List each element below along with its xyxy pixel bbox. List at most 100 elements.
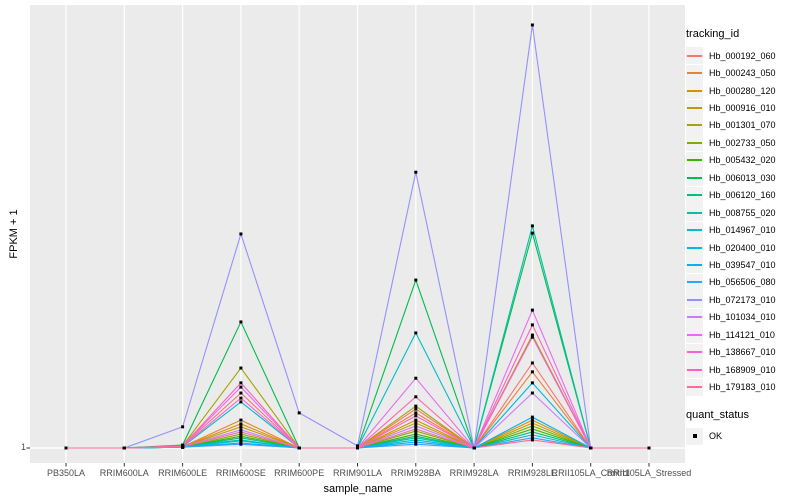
legend-item-Hb_006013_030: Hb_006013_030 (686, 169, 798, 187)
legend-item-Hb_179183_010: Hb_179183_010 (686, 378, 798, 396)
legend-color-segment (687, 351, 702, 354)
data-point (414, 427, 418, 431)
legend-label: Hb_020400_010 (709, 242, 776, 253)
data-point (239, 320, 243, 324)
legend-color-segment (687, 281, 702, 284)
legend-key-line-icon (686, 47, 703, 65)
legend-key-line-icon (686, 134, 703, 152)
data-point (239, 430, 243, 434)
data-point (414, 395, 418, 399)
legend-key-line-icon (686, 343, 703, 361)
legend-item-Hb_168909_010: Hb_168909_010 (686, 361, 798, 379)
legend-item-Hb_005432_020: Hb_005432_020 (686, 151, 798, 169)
data-point (589, 446, 593, 450)
legend-color-segment (687, 124, 702, 127)
legend-color-segment (687, 72, 702, 75)
legend-key-line-icon (686, 326, 703, 344)
data-point (530, 308, 534, 312)
legend-title-quant-status: quant_status (686, 408, 749, 421)
legend-label: Hb_000243_050 (709, 68, 776, 79)
legend-key-line-icon (686, 116, 703, 134)
data-point (530, 433, 534, 437)
data-point (414, 331, 418, 335)
data-point (239, 432, 243, 436)
data-point (414, 170, 418, 174)
legend-item-Hb_000192_060: Hb_000192_060 (686, 47, 798, 65)
legend-key-line-icon (686, 256, 703, 274)
x-tick-label-RRIM928BA: RRIM928BA (390, 468, 441, 478)
data-point (414, 440, 418, 444)
x-tick-label-RRIM928LE: RRIM928LE (507, 468, 557, 478)
data-point (414, 434, 418, 438)
legend-item-Hb_056506_080: Hb_056506_080 (686, 273, 798, 291)
legend-item-Hb_008755_020: Hb_008755_020 (686, 204, 798, 222)
data-point (647, 446, 651, 450)
legend-label: Hb_008755_020 (709, 207, 776, 218)
data-point (297, 411, 301, 415)
data-point (414, 411, 418, 415)
legend-key-line-icon (686, 186, 703, 204)
y-tick-label: 1 (20, 442, 26, 452)
legend-color-segment (687, 107, 702, 110)
legend-color-segment (687, 229, 702, 232)
data-point (414, 278, 418, 282)
legend-label: Hb_056506_080 (709, 277, 776, 288)
legend-item-Hb_114121_010: Hb_114121_010 (686, 326, 798, 344)
legend-color-segment (687, 298, 702, 301)
legend-color-segment (687, 211, 702, 214)
data-point (530, 421, 534, 425)
legend-item-Hb_002733_050: Hb_002733_050 (686, 134, 798, 152)
legend-label: Hb_101034_010 (709, 312, 776, 323)
data-point (530, 418, 534, 422)
legend-key-line-icon (686, 204, 703, 222)
data-point (414, 418, 418, 422)
data-point (414, 442, 418, 446)
data-point (472, 446, 476, 450)
x-tick-label-RRIM928LA: RRIM928LA (449, 468, 499, 478)
data-point (414, 421, 418, 425)
legend-label: Hb_000192_060 (709, 50, 776, 61)
x-tick-label-RRII105LA_Control: RRII105LA_Control (551, 468, 630, 478)
data-point (530, 335, 534, 339)
legend-label: Hb_002733_050 (709, 137, 776, 148)
data-point (239, 232, 243, 236)
data-point (356, 446, 359, 450)
legend-color-segment (687, 386, 702, 389)
legend-item-Hb_138667_010: Hb_138667_010 (686, 343, 798, 361)
legend-key-line-icon (686, 273, 703, 291)
data-point (530, 391, 534, 395)
data-point (530, 323, 534, 327)
data-point (530, 381, 534, 385)
legend-key-line-icon (686, 221, 703, 239)
data-point (239, 436, 243, 440)
data-point (239, 428, 243, 432)
legend-key-line-icon (686, 169, 703, 187)
data-point (530, 224, 534, 228)
legend-label: Hb_006120_160 (709, 190, 776, 201)
legend-key-line-icon (686, 361, 703, 379)
data-point (530, 430, 534, 434)
data-point (530, 23, 534, 27)
legend-key-line-icon (686, 82, 703, 100)
x-tick-label-RRIM600LA: RRIM600LA (99, 468, 149, 478)
legend-color-segment (687, 316, 702, 319)
legend-item-Hb_001301_070: Hb_001301_070 (686, 116, 798, 134)
legend-key-line-icon (686, 378, 703, 396)
legend-item-Hb_072173_010: Hb_072173_010 (686, 291, 798, 309)
legend-color-segment (687, 368, 702, 371)
data-point (239, 434, 243, 438)
data-point (239, 396, 243, 400)
data-point (414, 404, 418, 408)
legend-color-segment (687, 159, 702, 162)
data-point (414, 429, 418, 433)
data-point (530, 361, 534, 365)
legend-item-Hb_000280_120: Hb_000280_120 (686, 82, 798, 100)
data-point (414, 436, 418, 440)
legend-label: Hb_138667_010 (709, 347, 776, 358)
legend-tracking-items: Hb_000192_060 Hb_000243_050 Hb_000280_120 H… (686, 47, 798, 396)
legend-label: Hb_006013_030 (709, 172, 776, 183)
data-point (239, 442, 243, 446)
legend-color-segment (687, 89, 702, 92)
